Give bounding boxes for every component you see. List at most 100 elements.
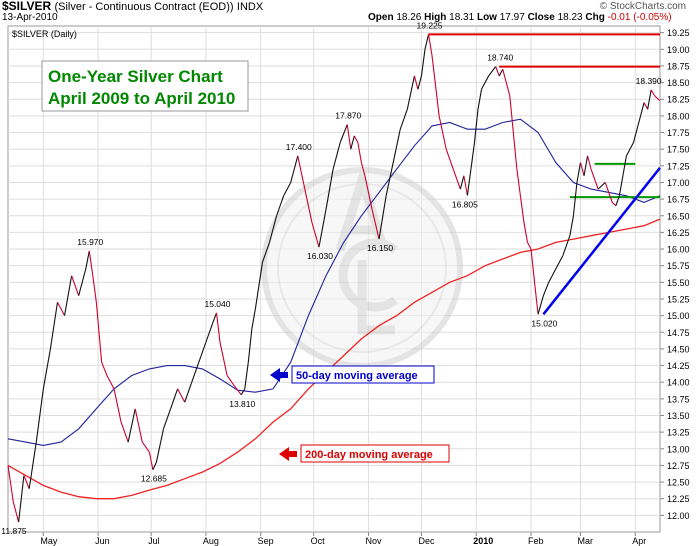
price-segment: [152, 461, 157, 470]
price-segment: [244, 362, 249, 389]
price-segment: [127, 408, 136, 443]
ma50-annotation-label: 50-day moving average: [296, 370, 418, 382]
price-segment: [332, 142, 341, 170]
price-segment: [184, 382, 193, 403]
y-tick-label: 13.75: [667, 394, 690, 404]
y-tick-label: 18.00: [667, 111, 690, 121]
price-segment: [452, 168, 461, 190]
y-tick-label: 12.00: [667, 511, 690, 521]
coin-letter-e: [357, 260, 395, 335]
y-tick-label: 12.25: [667, 494, 690, 504]
price-segment: [562, 235, 571, 256]
price-segment: [49, 302, 59, 349]
price-segment: [579, 162, 585, 176]
price-segment: [654, 95, 659, 100]
y-tick-label: 12.75: [667, 461, 690, 471]
price-segment: [625, 148, 631, 157]
price-segment: [247, 328, 253, 363]
point-label: 19.225: [417, 20, 443, 30]
price-segment: [604, 182, 613, 203]
x-tick-label: 2010: [473, 536, 493, 546]
x-tick-label: Mar: [577, 536, 593, 546]
price-segment: [357, 142, 362, 163]
price-segment: [657, 98, 661, 102]
x-tick-label: Sep: [258, 536, 274, 546]
price-segment: [509, 95, 518, 170]
price-segment: [78, 268, 87, 296]
price-segment: [95, 302, 103, 363]
y-tick-label: 13.50: [667, 411, 690, 421]
stockcharts-watermark: © StockCharts.com: [599, 1, 686, 12]
price-segment: [523, 222, 529, 243]
price-segment: [346, 124, 352, 150]
close-value: 18.23: [557, 12, 583, 23]
ma50-annotation-arrow: [270, 368, 288, 382]
x-tick-label: Apr: [632, 536, 646, 546]
y-tick-label: 16.25: [667, 228, 690, 238]
price-segment: [71, 275, 80, 296]
point-label: 18.390: [636, 76, 662, 86]
price-segment: [495, 66, 500, 77]
ticker-label: $SILVER (Daily): [12, 29, 77, 39]
price-segment: [35, 388, 44, 443]
price-segment: [466, 169, 472, 196]
y-tick-label: 14.00: [667, 378, 690, 388]
y-tick-label: 18.50: [667, 78, 690, 88]
high-value: 18.31: [449, 12, 475, 23]
point-label: 15.040: [204, 299, 230, 309]
price-segment: [427, 34, 433, 57]
point-label: 18.740: [487, 53, 513, 63]
price-segment: [268, 215, 278, 243]
price-segment: [650, 89, 656, 97]
price-segment: [470, 142, 476, 170]
price-segment: [420, 49, 426, 77]
price-segment: [406, 75, 415, 110]
open-label: Open: [368, 12, 394, 23]
price-segment: [576, 162, 582, 183]
y-tick-label: 17.50: [667, 145, 690, 155]
price-segment: [615, 195, 620, 206]
y-tick-label: 18.75: [667, 61, 690, 71]
price-segment: [92, 275, 97, 303]
close-label: Close: [527, 12, 555, 23]
price-segment: [318, 208, 327, 248]
price-segment: [548, 268, 557, 283]
x-tick-label: Aug: [203, 536, 219, 546]
price-segment: [141, 441, 150, 453]
symbol-text: $SILVER: [2, 0, 52, 13]
price-segment: [526, 242, 532, 250]
price-segment: [311, 222, 320, 248]
price-segment: [191, 362, 200, 383]
ma200-annotation-arrow: [279, 447, 297, 461]
price-segment: [134, 408, 143, 443]
price-segment: [424, 34, 430, 50]
y-tick-label: 14.50: [667, 344, 690, 354]
price-segment: [18, 475, 25, 523]
ma200-annotation-box: [300, 444, 450, 463]
low-label: Low: [476, 12, 497, 23]
price-segment: [477, 89, 483, 110]
trend-line: [542, 167, 661, 316]
price-segment: [304, 189, 313, 223]
price-segment: [399, 109, 408, 130]
price-segment: [473, 109, 479, 143]
price-segment: [542, 282, 550, 296]
price-segment: [583, 155, 589, 176]
price-segment: [155, 428, 165, 463]
price-segment: [233, 385, 242, 396]
price-segment: [7, 465, 14, 503]
ohlc-readout: Open 18.26 High 18.31 Low 17.97 Close 18…: [368, 12, 672, 23]
price-segment: [618, 175, 624, 196]
change-label: Chg: [585, 12, 605, 23]
x-tick-label: Oct: [311, 536, 326, 546]
price-segment: [647, 89, 652, 110]
price-segment: [572, 182, 578, 216]
price-segment: [56, 302, 66, 316]
price-segment: [587, 155, 592, 170]
x-tick-label: Feb: [528, 536, 544, 546]
x-tick-label: Jul: [148, 536, 160, 546]
price-segment: [350, 135, 355, 150]
price-segment: [113, 388, 122, 423]
y-tick-label: 17.75: [667, 128, 690, 138]
price-segment: [392, 129, 401, 163]
